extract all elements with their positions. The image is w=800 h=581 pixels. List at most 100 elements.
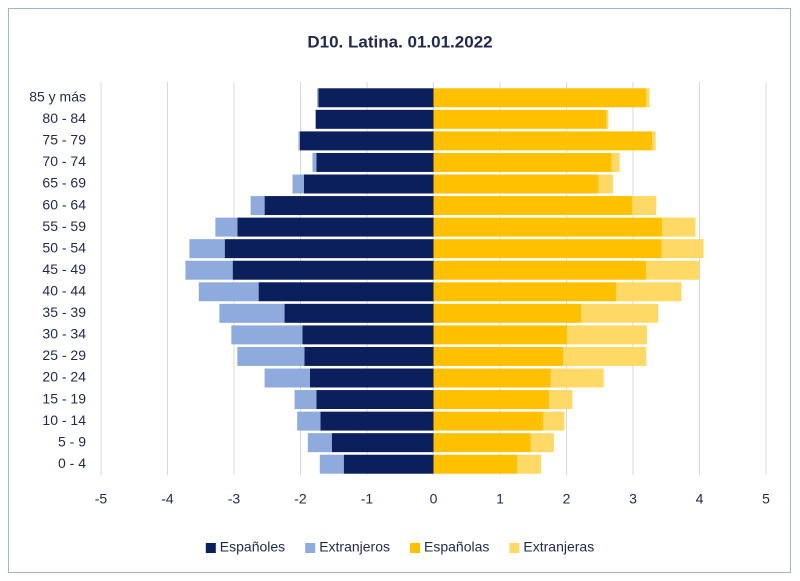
bar: [433, 152, 612, 172]
y-tick-label: 0 - 4: [58, 455, 86, 471]
x-tick-label: 2: [563, 491, 571, 507]
bar: [433, 217, 663, 237]
y-tick-label: 5 - 9: [58, 433, 86, 449]
bar: [662, 217, 696, 237]
y-tick-label: 65 - 69: [42, 175, 86, 191]
bar: [264, 196, 434, 216]
bar: [264, 368, 310, 388]
bar: [433, 282, 617, 302]
y-tick-label: 50 - 54: [42, 239, 86, 255]
legend-swatch: [205, 543, 216, 553]
bar: [297, 411, 321, 431]
bar: [224, 239, 434, 259]
bar: [250, 196, 265, 216]
chart-title: D10. Latina. 01.01.2022: [307, 32, 492, 51]
x-tick-label: 1: [496, 491, 504, 507]
bar: [550, 368, 604, 388]
bar: [543, 411, 565, 431]
bar: [632, 196, 657, 216]
bar: [433, 260, 647, 280]
bar: [611, 152, 620, 172]
legend-label: Extranjeros: [319, 539, 390, 555]
y-tick-label: 85 y más: [29, 88, 86, 104]
x-tick-label: 0: [430, 491, 438, 507]
bar: [343, 454, 434, 474]
x-tick-label: 5: [762, 491, 770, 507]
bar: [215, 217, 238, 237]
bar: [258, 282, 434, 302]
bar: [315, 109, 434, 129]
y-tick-label: 40 - 44: [42, 282, 86, 298]
x-tick-label: -2: [294, 491, 307, 507]
bar: [315, 109, 316, 129]
y-tick-label: 45 - 49: [42, 261, 86, 277]
bar: [284, 303, 434, 323]
bar: [312, 152, 317, 172]
x-tick-label: -3: [228, 491, 241, 507]
bar: [317, 88, 319, 108]
bar: [189, 239, 225, 259]
bar: [433, 411, 544, 431]
legend-label: Extranjeras: [523, 539, 594, 555]
y-tick-label: 10 - 14: [42, 412, 86, 428]
x-tick-label: -1: [361, 491, 374, 507]
bar: [652, 131, 656, 151]
bar: [298, 131, 300, 151]
bar: [433, 325, 568, 345]
bar: [320, 411, 434, 431]
bar: [237, 217, 434, 237]
bar: [433, 174, 599, 194]
y-tick-label: 75 - 79: [42, 132, 86, 148]
bar: [292, 174, 304, 194]
bar: [303, 174, 434, 194]
bar: [231, 325, 303, 345]
bar: [530, 433, 554, 453]
bar: [304, 346, 434, 366]
bar: [646, 260, 700, 280]
bar: [331, 433, 434, 453]
bar: [563, 346, 647, 366]
bar: [433, 88, 647, 108]
bar: [661, 239, 704, 259]
bar: [433, 390, 550, 410]
bar: [237, 346, 305, 366]
bar: [433, 454, 518, 474]
y-tick-label: 20 - 24: [42, 369, 86, 385]
bar: [319, 454, 344, 474]
x-tick-label: -4: [161, 491, 174, 507]
bar: [581, 303, 659, 323]
bar: [198, 282, 259, 302]
bar: [517, 454, 542, 474]
bar: [318, 88, 434, 108]
x-tick-label: -5: [95, 491, 108, 507]
legend-swatch: [305, 543, 316, 553]
legend-label: Españolas: [424, 539, 489, 555]
bar: [232, 260, 434, 280]
bar: [316, 152, 434, 172]
y-tick-label: 35 - 39: [42, 304, 86, 320]
bar: [299, 131, 434, 151]
bar: [433, 433, 531, 453]
x-tick-label: 4: [696, 491, 704, 507]
y-tick-label: 70 - 74: [42, 153, 86, 169]
bar: [307, 433, 332, 453]
bar: [433, 131, 653, 151]
bar: [433, 346, 564, 366]
y-tick-label: 30 - 34: [42, 326, 86, 342]
legend-swatch: [509, 543, 520, 553]
bar: [549, 390, 573, 410]
bar: [433, 196, 633, 216]
x-tick-label: 3: [629, 491, 637, 507]
y-tick-label: 60 - 64: [42, 196, 86, 212]
bar: [185, 260, 233, 280]
bar: [309, 368, 434, 388]
y-tick-label: 15 - 19: [42, 390, 86, 406]
legend-label: Españoles: [220, 539, 285, 555]
bar: [433, 109, 607, 129]
legend-swatch: [410, 543, 420, 553]
bar: [433, 303, 582, 323]
bar: [302, 325, 434, 345]
bar: [616, 282, 682, 302]
bar: [316, 390, 434, 410]
